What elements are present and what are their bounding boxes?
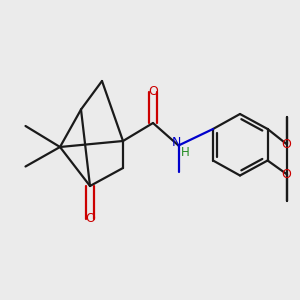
Text: O: O bbox=[148, 85, 158, 98]
Text: H: H bbox=[181, 146, 190, 159]
Text: O: O bbox=[282, 167, 291, 181]
Text: O: O bbox=[282, 137, 291, 151]
Text: O: O bbox=[85, 212, 95, 226]
Text: N: N bbox=[171, 136, 181, 149]
